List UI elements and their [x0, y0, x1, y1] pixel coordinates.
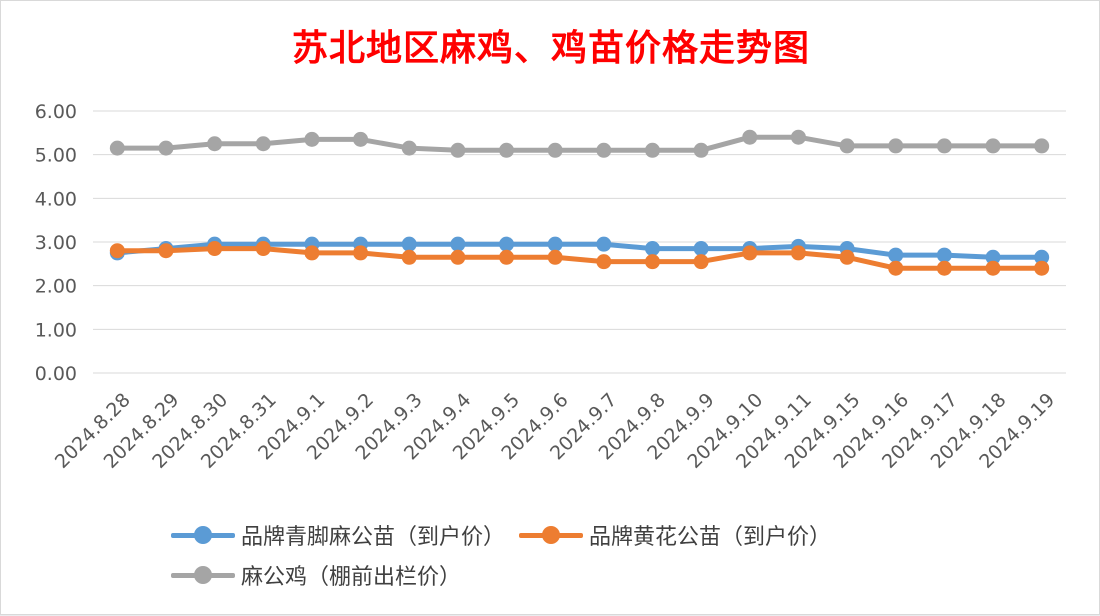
data-point [499, 236, 515, 252]
data-point [547, 249, 563, 265]
legend-swatch [171, 565, 235, 585]
data-point [499, 142, 515, 158]
data-point [839, 249, 855, 265]
data-point [401, 236, 417, 252]
data-point [936, 247, 952, 263]
y-tick-label: 2.00 [35, 276, 77, 298]
data-point [644, 254, 660, 270]
data-point [888, 260, 904, 276]
data-point [985, 249, 1001, 265]
legend-label: 品牌青脚麻公苗（到户价） [241, 525, 506, 550]
data-point [450, 249, 466, 265]
data-point [158, 243, 174, 259]
y-tick-label: 5.00 [35, 145, 77, 167]
y-tick-label: 1.00 [35, 319, 77, 341]
y-tick-label: 4.00 [35, 188, 77, 210]
data-point [353, 131, 369, 147]
data-point [596, 254, 612, 270]
data-point [839, 138, 855, 154]
data-point [109, 243, 125, 259]
data-point [790, 129, 806, 145]
data-point [401, 249, 417, 265]
data-point [936, 138, 952, 154]
y-tick-label: 3.00 [35, 232, 77, 254]
data-point [255, 136, 271, 152]
legend-item: 品牌青脚麻公苗（到户价） [171, 519, 505, 551]
data-point [353, 245, 369, 261]
legend-swatch [171, 525, 235, 545]
data-point [1034, 260, 1050, 276]
legend-row: 品牌青脚麻公苗（到户价） 品牌黄花公苗（到户价） [171, 515, 951, 555]
legend-label: 品牌黄花公苗（到户价） [589, 525, 832, 550]
legend-row: 麻公鸡（棚前出栏价） [171, 555, 951, 595]
legend-item: 品牌黄花公苗（到户价） [519, 519, 831, 551]
legend-item: 麻公鸡（棚前出栏价） [171, 559, 461, 591]
data-point [596, 142, 612, 158]
data-point [255, 241, 271, 257]
data-point [207, 136, 223, 152]
data-point [304, 245, 320, 261]
legend-label: 麻公鸡（棚前出栏价） [241, 565, 462, 590]
data-point [1034, 249, 1050, 265]
legend-swatch [519, 525, 584, 545]
data-point [790, 245, 806, 261]
series-line [114, 246, 1045, 271]
data-point [693, 241, 709, 257]
data-point [693, 254, 709, 270]
data-point [158, 140, 174, 156]
y-tick-label: 0.00 [35, 363, 77, 385]
data-point [499, 249, 515, 265]
data-point [985, 138, 1001, 154]
data-point [888, 138, 904, 154]
data-point [985, 260, 1001, 276]
series-line [114, 241, 1045, 260]
data-point [742, 129, 758, 145]
data-point [401, 140, 417, 156]
data-point [596, 236, 612, 252]
data-point [304, 131, 320, 147]
data-point [644, 142, 660, 158]
data-point [1034, 138, 1050, 154]
series-line [114, 134, 1045, 153]
data-point [936, 260, 952, 276]
chart-legend: 品牌青脚麻公苗（到户价） 品牌黄花公苗（到户价） 麻公鸡（棚前出栏价） [171, 515, 951, 595]
data-point [888, 247, 904, 263]
data-point [742, 245, 758, 261]
data-point [644, 241, 660, 257]
data-point [109, 140, 125, 156]
data-point [547, 236, 563, 252]
data-point [450, 236, 466, 252]
data-point [450, 142, 466, 158]
data-point [547, 142, 563, 158]
y-tick-label: 6.00 [35, 101, 77, 123]
chart-title: 苏北地区麻鸡、鸡苗价格走势图 [291, 27, 810, 69]
data-point [207, 241, 223, 257]
data-point [693, 142, 709, 158]
